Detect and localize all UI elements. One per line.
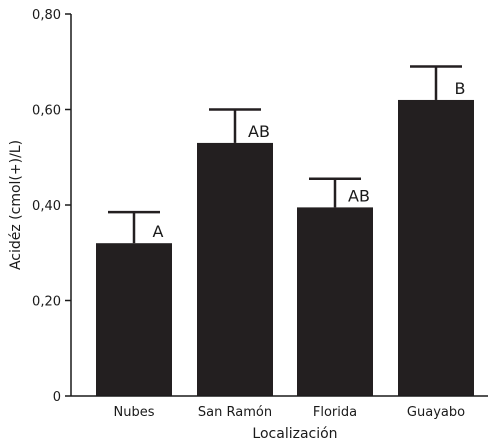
significance-letter: B <box>455 79 466 98</box>
x-tick-label: Guayabo <box>407 405 465 420</box>
y-axis-ticks: 0 0,20 0,40 0,60 0,80 <box>32 8 71 405</box>
x-axis-label: Localización <box>252 426 337 442</box>
x-axis-tick-labels: Nubes San Ramón Florida Guayabo <box>114 405 466 420</box>
bar <box>398 99 474 396</box>
x-tick-label: San Ramón <box>198 405 272 420</box>
significance-letters-group: A AB AB B <box>153 79 466 241</box>
bars-group <box>96 99 474 396</box>
x-tick-label: Florida <box>313 405 357 420</box>
x-tick-label: Nubes <box>114 405 155 420</box>
bar <box>197 142 273 396</box>
y-tick-label: 0,60 <box>32 104 61 119</box>
bar <box>96 243 172 396</box>
y-tick-label: 0,40 <box>32 199 61 214</box>
significance-letter: AB <box>248 122 270 141</box>
y-tick-label: 0,20 <box>32 295 61 310</box>
bar <box>297 207 373 396</box>
significance-letter: A <box>153 222 164 241</box>
y-tick-label: 0,80 <box>32 8 61 23</box>
significance-letter: AB <box>348 186 370 205</box>
y-axis-label: Acidéz (cmol(+)/L) <box>8 140 24 270</box>
y-tick-label: 0 <box>53 390 61 405</box>
error-bars-group <box>108 65 462 244</box>
